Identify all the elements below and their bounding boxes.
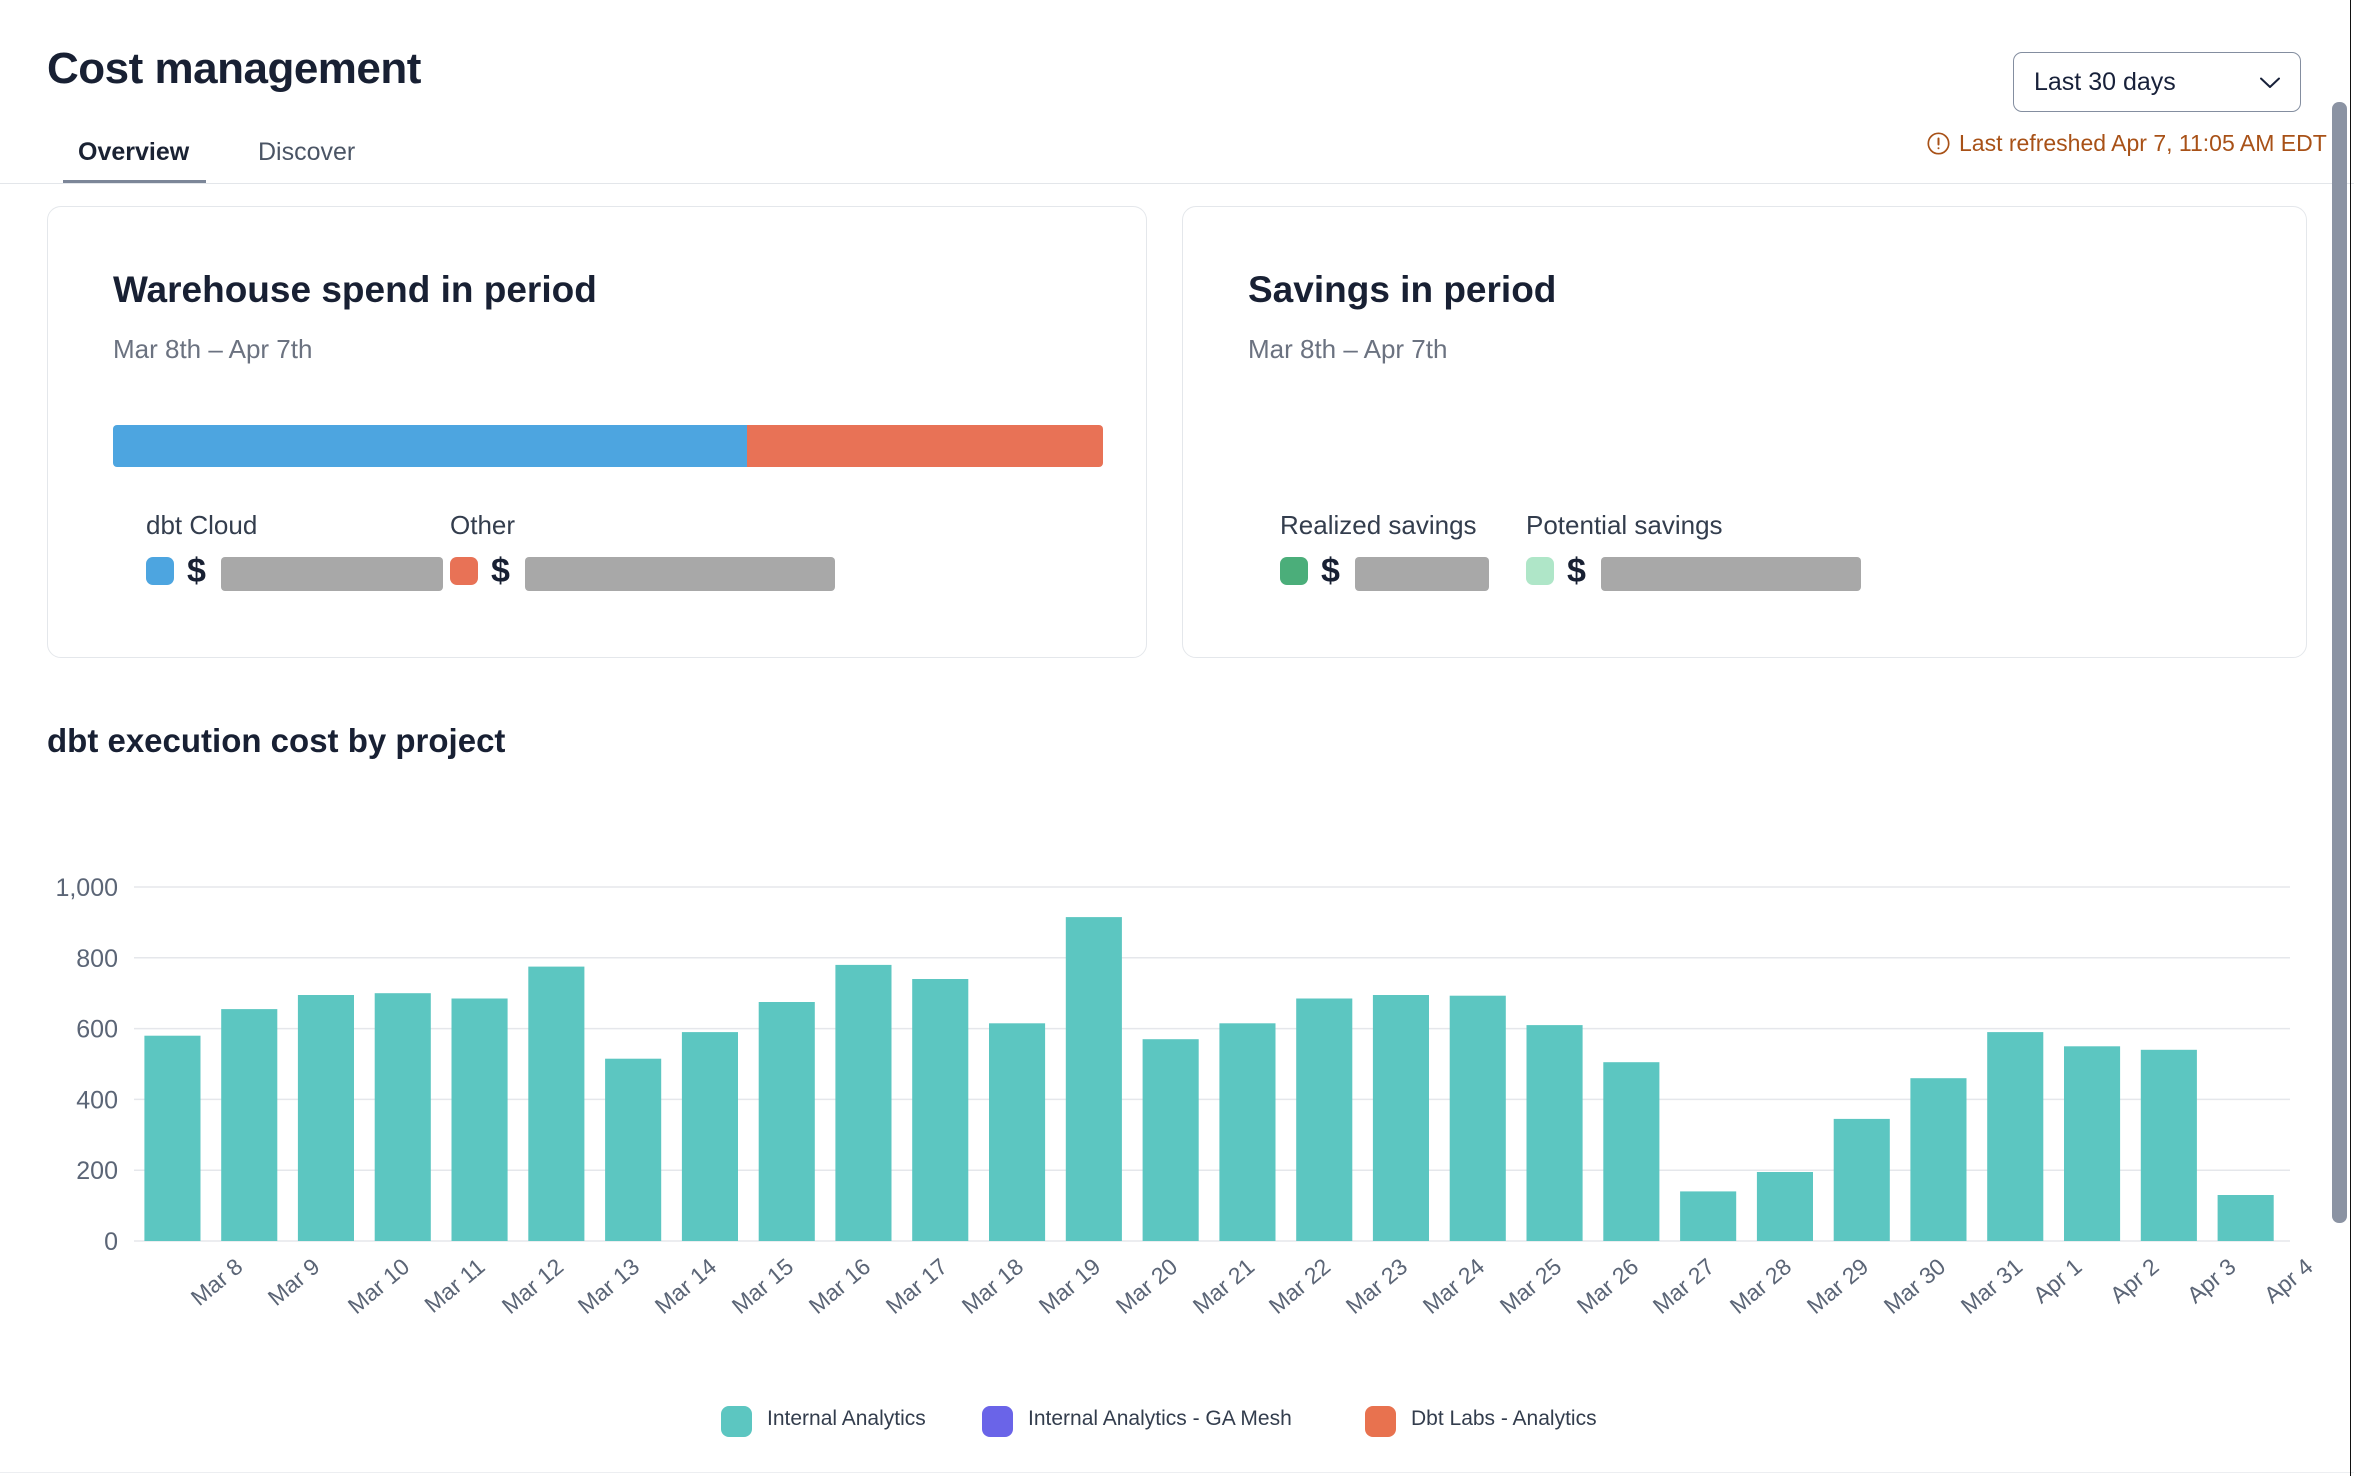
svg-text:400: 400 bbox=[76, 1086, 118, 1114]
svg-text:800: 800 bbox=[76, 945, 118, 973]
svg-text:1,000: 1,000 bbox=[55, 874, 118, 902]
svg-text:0: 0 bbox=[104, 1228, 118, 1256]
svg-text:600: 600 bbox=[76, 1016, 118, 1044]
svg-text:200: 200 bbox=[76, 1157, 118, 1185]
